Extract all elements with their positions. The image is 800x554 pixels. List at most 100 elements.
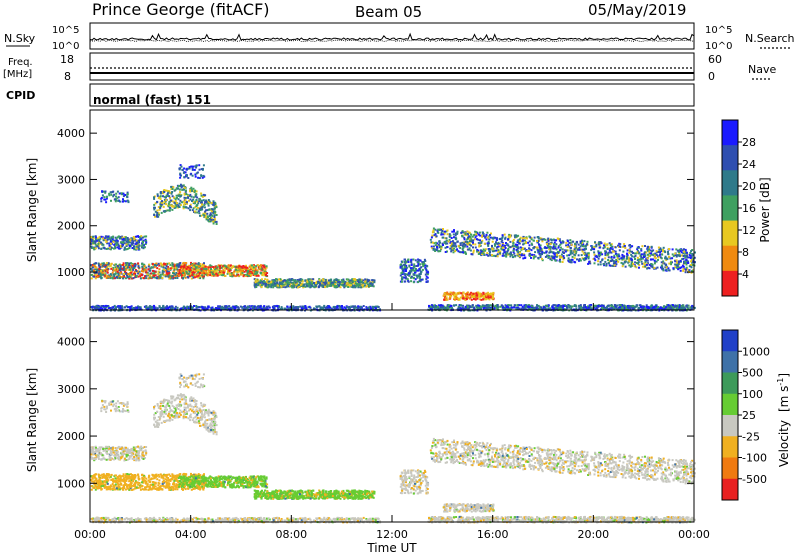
power-cell [153,266,156,269]
power-cell [569,253,572,256]
power-cell [100,235,103,238]
power-cell [525,236,528,239]
power-cell [694,251,696,254]
power-cell [318,278,321,281]
power-cell [536,246,538,249]
power-cell [636,248,639,251]
power-cell [480,241,483,244]
power-cell [132,236,135,238]
power-cell [241,271,244,274]
power-cell [538,245,541,248]
power-cell [180,270,183,273]
power-cell [159,205,162,208]
power-cell [204,194,207,197]
power-cell [116,241,119,244]
power-cell [193,168,196,171]
power-cell [552,247,555,250]
power-cell [109,264,112,267]
power-cell [302,284,305,287]
power-cell [296,280,299,283]
power-cell [552,238,555,241]
power-cell [338,284,340,287]
power-cell [170,275,173,278]
power-cell [97,238,100,241]
power-cell [511,254,514,257]
power-cell [90,267,93,270]
power-cell [410,275,413,278]
power-cell [117,273,120,276]
power-cell [633,264,636,267]
power-cell [407,261,410,263]
power-cell [122,237,125,240]
power-cell [488,294,491,297]
power-cell [268,284,271,287]
power-cell [335,285,337,287]
power-cell [99,275,102,278]
power-cell [688,269,691,272]
power-cell [585,244,588,247]
power-cell [399,265,402,268]
power-cell [477,249,480,252]
power-cell [294,281,297,284]
power-cell [209,266,212,269]
power-cell [648,250,651,253]
power-cell [495,241,497,244]
power-cell [571,255,574,258]
power-cell [104,265,107,268]
power-cell [133,238,136,241]
power-cell [600,308,603,311]
power-cell [401,278,404,281]
power-cell [482,234,485,237]
power-cell [189,190,191,192]
power-cell [237,273,240,276]
power-cell [413,269,415,272]
power-cell [350,284,352,287]
power-cell [533,256,536,258]
power-cell [173,265,176,268]
power-cell [442,294,445,297]
power-cell [623,243,626,246]
power-cell [430,241,433,244]
power-cell [184,197,187,199]
power-cell [120,245,122,248]
power-cell [311,285,314,288]
power-cell [113,277,116,280]
power-cell [298,278,301,281]
power-cell [638,258,641,261]
power-cell [443,232,446,235]
power-cell [512,251,515,253]
power-cell [113,243,116,246]
power-cell [93,262,96,265]
power-cell [167,205,170,208]
power-cell [416,276,419,279]
power-cell [141,270,143,273]
power-cell [122,264,124,266]
power-cell [195,263,198,266]
power-cell [475,296,478,299]
power-cell [653,262,656,265]
power-cell [550,250,553,253]
power-cell [187,196,190,199]
power-cell [472,241,474,244]
power-cell [192,271,195,274]
power-cell [200,175,203,178]
power-cell [114,273,117,276]
power-cell [554,304,557,307]
power-cell [683,250,686,253]
power-cell [350,283,353,285]
power-cell [168,272,171,275]
power-cell [519,240,522,242]
power-cell [513,245,516,248]
power-cell [196,211,199,214]
power-cell [250,272,252,275]
power-cell [555,255,558,258]
power-cell [664,255,667,258]
power-cell [492,291,495,294]
power-cell [159,192,162,195]
power-cell [179,191,182,194]
power-cell [451,243,454,246]
power-cell [255,265,258,268]
power-cell [270,281,273,284]
power-cell [158,275,161,278]
power-cell [201,168,204,171]
